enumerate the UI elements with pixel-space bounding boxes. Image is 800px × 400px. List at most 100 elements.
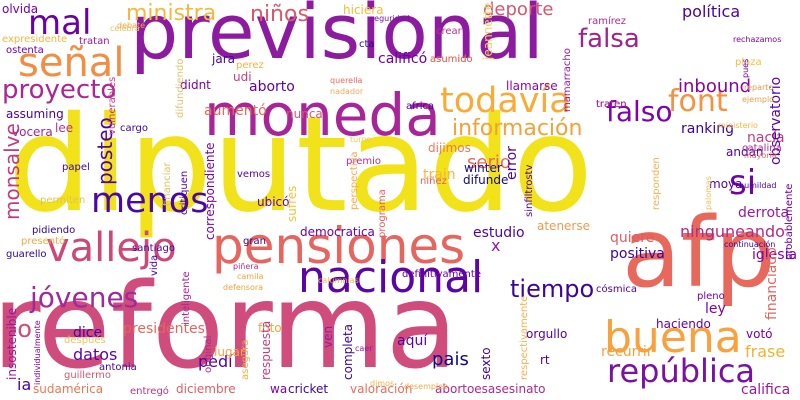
- word-premio: premio: [346, 156, 382, 167]
- word-lee: lee: [55, 121, 74, 135]
- word-antonia: antonia: [99, 362, 137, 373]
- word-santiago: santiago: [132, 243, 175, 254]
- word-continuacion: continuación: [724, 240, 776, 249]
- word-africa: africa: [406, 101, 435, 112]
- word-plaza: plaza: [735, 57, 762, 68]
- word-aqui: aquí: [397, 333, 428, 349]
- word-udi: udi: [233, 70, 252, 84]
- word-original: original: [203, 335, 214, 373]
- word-buena: buena: [604, 312, 742, 363]
- word-presento: presentó: [21, 236, 66, 247]
- word-difundiendo: difundiendo: [175, 58, 186, 118]
- word-moneda: moneda: [204, 81, 441, 149]
- word-olvida: olvida: [2, 2, 39, 16]
- word-foto: foto: [258, 321, 282, 335]
- word-train: train: [423, 167, 456, 183]
- word-vida: vida: [149, 254, 160, 276]
- word-frase: frase: [745, 342, 786, 361]
- word-senal: señal: [18, 40, 125, 86]
- word-reforma: reforma: [0, 257, 458, 395]
- word-asegura: asegura: [240, 339, 251, 380]
- word-dimos: dimos: [370, 379, 395, 388]
- word-diciembre: diciembre: [176, 382, 236, 396]
- word-font: font: [668, 84, 728, 119]
- word-nunca: nunca: [286, 107, 323, 121]
- word-haciendo: haciendo: [656, 317, 711, 331]
- word-todavia: todavía: [440, 81, 571, 121]
- word-ministerio: ministerio: [718, 121, 758, 130]
- word-nacia: nacía: [747, 130, 785, 146]
- word-pensiones: pensiones: [212, 217, 466, 275]
- word-perspectiva: perspectiva: [349, 151, 360, 210]
- word-falsa: falsa: [578, 24, 640, 54]
- word-palomas: palomas: [704, 176, 713, 210]
- word-jara: jara: [212, 52, 235, 66]
- word-jeannette: jeannette: [481, 2, 495, 60]
- word-califica: califica: [741, 382, 791, 398]
- word-ramirez: ramírez: [588, 16, 627, 27]
- word-atenerse: atenerse: [537, 219, 590, 233]
- word-guarello: guarello: [6, 249, 47, 260]
- word-respuesta: respuesta: [259, 320, 273, 380]
- word-estudio: estudio: [473, 225, 525, 241]
- word-traten-2: traten: [596, 99, 627, 110]
- word-si: si: [729, 163, 757, 203]
- word-completa: completa: [341, 323, 355, 380]
- word-ranking: ranking: [681, 121, 734, 137]
- word-winter: winter: [464, 161, 502, 175]
- word-jovenes: jóvenes: [30, 281, 139, 314]
- word-informacion: información: [452, 116, 583, 141]
- word-ejemplo: ejemplo: [742, 95, 775, 104]
- word-turno: turno: [350, 135, 372, 144]
- word-rt: rt: [540, 353, 550, 367]
- word-perez: perez: [236, 60, 264, 71]
- word-probablemente: probablemente: [784, 183, 795, 260]
- word-insostenible: insostenible: [5, 307, 19, 380]
- word-debate: debate: [117, 21, 146, 30]
- word-positiva: positiva: [610, 246, 665, 262]
- word-catalina: catalina: [742, 143, 782, 154]
- word-previsional: previsional: [130, 0, 544, 76]
- word-cosmica: cósmica: [596, 284, 637, 295]
- word-cricket: cricket: [288, 382, 329, 396]
- word-respectivamente: respectivamente: [519, 295, 530, 380]
- word-individualmente: individualmente: [33, 320, 42, 385]
- word-afp: afp: [622, 197, 776, 309]
- word-sinfiltrostv: sinfiltrostv: [524, 164, 535, 217]
- word-caer: caer: [355, 344, 373, 353]
- word-vallejo: vallejo: [46, 225, 177, 271]
- word-datos: datos: [73, 345, 118, 364]
- word-entrego: entregó: [130, 386, 169, 397]
- word-permiten: permiten: [40, 195, 86, 206]
- word-pinera: piñera: [233, 262, 259, 271]
- word-valoracion: valoración: [350, 382, 413, 396]
- word-celebra: celebra: [110, 24, 140, 33]
- word-mal: mal: [28, 3, 92, 43]
- word-assuming: assuming: [6, 107, 64, 121]
- word-abortoesasesinato: abortoesasesinato: [435, 382, 546, 396]
- word-voto: votó: [746, 327, 773, 341]
- word-republica: república: [607, 352, 756, 390]
- word-menos: menos: [91, 181, 209, 221]
- word-sudamerica: sudamérica: [33, 382, 104, 396]
- word-pidiendo: pidiendo: [32, 225, 76, 236]
- word-ia: ia: [17, 375, 32, 394]
- word-po: po: [2, 315, 32, 343]
- word-serio: serio: [467, 152, 511, 173]
- word-pleno: pleno: [697, 291, 725, 302]
- word-tratan: tratan: [79, 36, 110, 47]
- word-humildad: humildad: [739, 181, 777, 190]
- word-calumnias: calumnias: [318, 276, 359, 285]
- word-asumido: asumido: [430, 54, 473, 65]
- word-cargo: cargo: [120, 123, 149, 134]
- word-vocera: vocera: [12, 125, 53, 139]
- word-financiar: financiar: [162, 162, 173, 206]
- word-diputado: diputado: [8, 88, 594, 242]
- word-asumido-2: asumido: [430, 54, 473, 65]
- word-llamarse: llamarse: [506, 79, 558, 93]
- word-lugar: lugar: [214, 345, 245, 359]
- word-recurrir: recurrir: [601, 344, 653, 360]
- word-defensora: defensora: [223, 283, 264, 292]
- word-ministra: ministra: [126, 1, 217, 26]
